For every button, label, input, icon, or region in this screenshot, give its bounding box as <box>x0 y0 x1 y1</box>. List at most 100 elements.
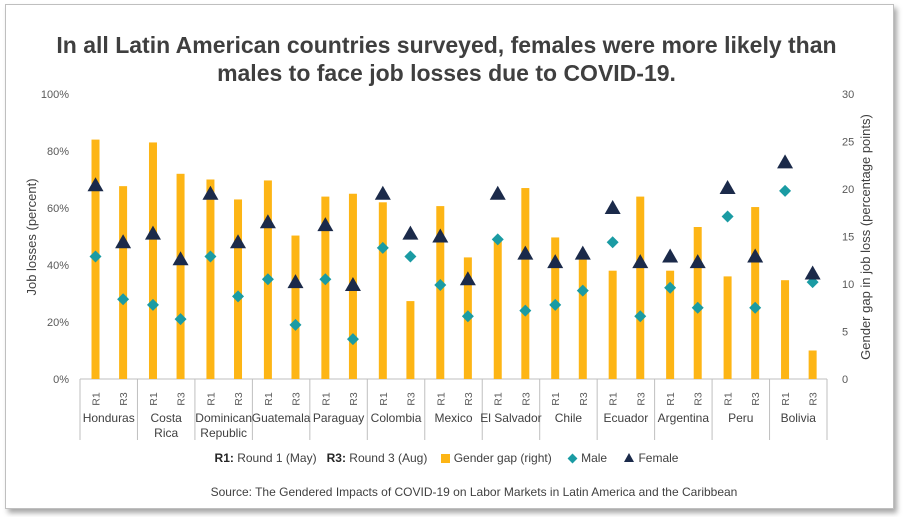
female-marker <box>374 185 391 200</box>
round-label: R1 <box>148 392 160 406</box>
country-label: Mexico <box>434 411 472 425</box>
female-marker <box>344 276 361 291</box>
male-marker <box>404 250 417 263</box>
legend-female-label: Female <box>638 451 679 465</box>
male-marker <box>204 250 217 263</box>
right-axis-tick: 30 <box>842 89 854 101</box>
male-marker <box>376 241 389 254</box>
legend-bar-swatch <box>440 454 450 463</box>
country-label: Paraguay <box>313 411 364 425</box>
gap-bar <box>119 186 128 379</box>
round-label: R1 <box>263 392 275 406</box>
female-marker <box>604 200 621 214</box>
right-axis-title: Gender gap in job loss (percentage point… <box>858 114 873 360</box>
country-label: Colombia <box>371 411 422 425</box>
round-label: R1 <box>205 392 217 406</box>
gap-bar <box>751 207 760 379</box>
country-label: Argentina <box>658 411 710 425</box>
country-label: Republic <box>200 426 247 440</box>
round-label: R1 <box>378 392 390 406</box>
round-label: R3 <box>693 392 705 406</box>
left-axis-tick: 20% <box>47 317 69 329</box>
male-marker <box>89 250 102 263</box>
source-note: Source: The Gendered Impacts of COVID-19… <box>210 485 738 499</box>
female-marker <box>517 245 534 260</box>
gap-bar <box>176 173 185 379</box>
gap-bar <box>808 350 817 379</box>
left-axis-title: Job losses (percent) <box>24 178 39 295</box>
male-marker <box>146 298 159 311</box>
female-marker <box>432 228 449 243</box>
chart-title: In all Latin American countries surveyed… <box>0 31 893 87</box>
right-axis-tick: 5 <box>842 327 848 339</box>
gap-bar <box>321 196 330 379</box>
female-marker <box>574 245 591 260</box>
gap-bar <box>148 142 157 379</box>
female-marker <box>402 225 419 240</box>
left-axis-tick: 0% <box>53 374 69 386</box>
male-marker <box>606 236 619 249</box>
round-label: R3 <box>578 392 590 406</box>
female-marker <box>662 248 679 263</box>
male-marker <box>664 281 677 294</box>
male-marker <box>721 210 734 223</box>
male-marker <box>779 184 792 197</box>
right-axis-tick: 10 <box>842 279 854 291</box>
legend-r3-key: R3: <box>326 451 346 465</box>
round-label: R3 <box>290 392 302 406</box>
country-label: Ecuador <box>604 411 649 425</box>
legend-r1-key: R1: <box>214 451 234 465</box>
female-marker <box>747 248 764 263</box>
male-marker <box>634 310 647 323</box>
chart-title-line-2: males to face job losses due to COVID-19… <box>217 60 676 86</box>
round-label: R3 <box>118 392 130 406</box>
male-marker <box>319 273 332 286</box>
round-label: R3 <box>808 392 820 406</box>
female-marker <box>287 274 304 289</box>
female-marker <box>777 154 794 169</box>
gap-bar <box>493 240 502 379</box>
male-marker <box>549 298 562 311</box>
gap-bar <box>291 235 300 379</box>
male-marker <box>491 233 504 246</box>
male-marker <box>289 318 302 331</box>
round-label: R1 <box>493 392 505 406</box>
left-axis-tick: 60% <box>47 203 69 215</box>
female-marker <box>144 225 161 240</box>
round-label: R1 <box>435 392 447 406</box>
gap-bar <box>578 253 587 379</box>
country-label: Rica <box>154 426 178 440</box>
gap-bar <box>521 188 530 379</box>
legend-r3-text: Round 3 (Aug) <box>349 451 428 465</box>
male-marker <box>261 273 274 286</box>
legend-item-male: Male <box>565 451 607 465</box>
legend-diamond-swatch <box>567 453 578 464</box>
round-label: R3 <box>635 392 647 406</box>
female-marker <box>115 234 132 249</box>
female-marker <box>632 254 649 269</box>
country-label: Chile <box>555 411 583 425</box>
country-label: Guatemala <box>252 411 311 425</box>
male-marker <box>576 284 589 297</box>
country-label: Dominican <box>195 411 252 425</box>
right-axis-tick: 20 <box>842 184 854 196</box>
female-marker <box>259 214 276 229</box>
right-axis-tick: 15 <box>842 232 854 244</box>
country-label: Honduras <box>83 411 135 425</box>
female-marker <box>547 254 564 269</box>
round-label: R1 <box>723 392 735 406</box>
round-label: R3 <box>405 392 417 406</box>
round-label: R1 <box>320 392 332 406</box>
female-marker <box>317 217 334 232</box>
gap-bar <box>723 276 732 379</box>
chart-title-line-1: In all Latin American countries surveyed… <box>56 32 837 58</box>
gap-bar <box>206 179 215 379</box>
round-label: R1 <box>91 392 103 406</box>
gap-bar <box>666 270 675 379</box>
round-label: R3 <box>520 392 532 406</box>
gap-bar <box>406 301 415 379</box>
left-axis-tick: 80% <box>47 146 69 158</box>
female-marker <box>719 180 736 195</box>
round-label: R3 <box>348 392 360 406</box>
